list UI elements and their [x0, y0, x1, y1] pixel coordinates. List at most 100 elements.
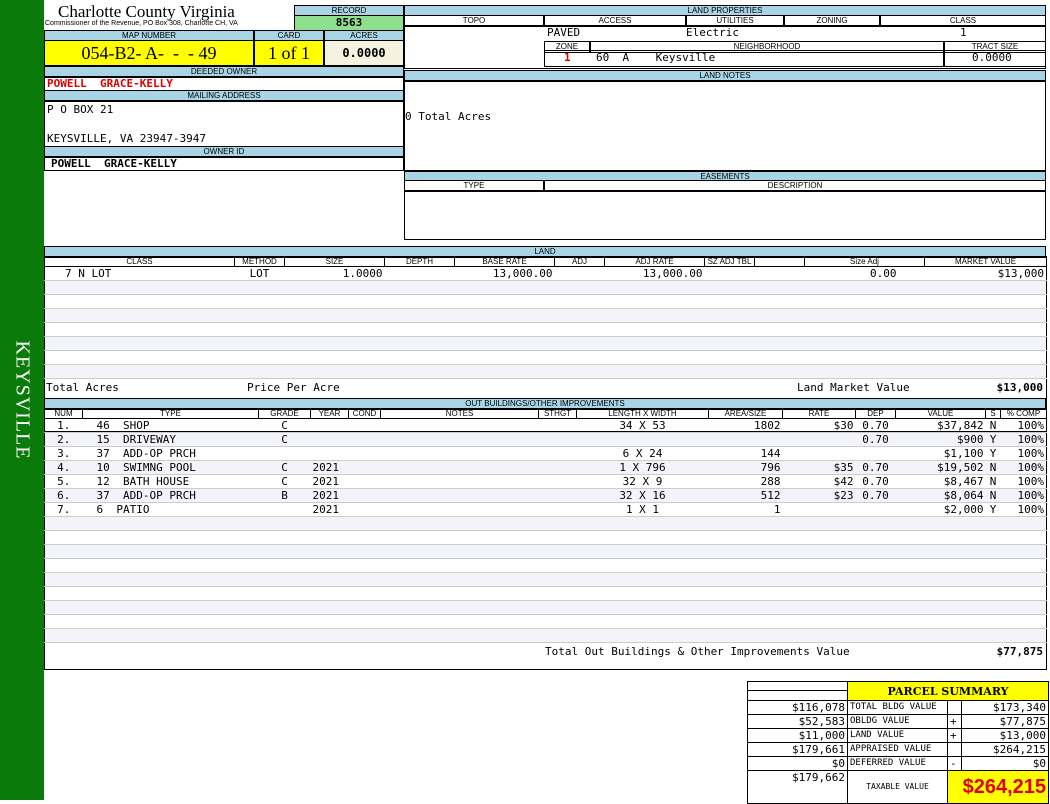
cell-rate: $30: [782, 418, 856, 433]
cell-num: 5.: [44, 474, 83, 489]
cell-s: N: [985, 460, 1001, 475]
summary-op: +: [947, 728, 962, 743]
cell-cond: [348, 460, 381, 475]
land-column-headers: CLASS METHOD SIZE DEPTH BASE RATE ADJ ADJ RATE…: [44, 256, 1047, 267]
land-row-empty: [44, 308, 1047, 323]
summary-row: $52,583 OBLDG VALUE + $77,875: [747, 714, 1050, 729]
outbuilding-row: 4. 10 SWIMNG POOL C 2021 1 X 796 796 $35 0.70 $1…: [44, 460, 1047, 475]
col-base-rate: BASE RATE: [454, 256, 555, 267]
parcel-summary: PARCEL SUMMARY $116,078 TOTAL BLDG VALUE $…: [747, 681, 1050, 804]
cell-rate: [782, 446, 856, 461]
zoning-label: ZONING: [784, 15, 880, 27]
cell-year: [310, 446, 349, 461]
cell: [384, 266, 455, 281]
cell: 13,000.00: [454, 266, 555, 281]
deeded-owner: POWELL GRACE-KELLY: [44, 76, 404, 91]
land-row-empty: [44, 364, 1047, 379]
cell-grade: B: [258, 488, 311, 503]
utilities-value: Electric: [686, 26, 739, 39]
cell-sthgt: [538, 432, 577, 447]
summary-value: $0: [960, 756, 1050, 771]
cell-pct-comp: 100%: [1000, 488, 1047, 503]
cell-type: 46 SHOP: [82, 418, 259, 433]
summary-prev: $116,078: [747, 700, 848, 715]
cell-grade: C: [258, 432, 311, 447]
cell-notes: [380, 488, 539, 503]
acres-value: 0.0000: [324, 40, 404, 66]
land-row-empty: [44, 336, 1047, 351]
mailing-address: P O BOX 21 KEYSVILLE, VA 23947-3947: [44, 100, 404, 147]
land-table: CLASS METHOD SIZE DEPTH BASE RATE ADJ ADJ RATE…: [44, 256, 1047, 432]
blank: [747, 690, 848, 701]
land-market-total: $13,000: [996, 381, 1043, 394]
cell-value: $900: [895, 432, 986, 447]
land-row-empty: [44, 350, 1047, 365]
col-length-x-width: LENGTH X WIDTH: [576, 408, 709, 419]
cell-year: [310, 432, 349, 447]
summary-prev: $179,661: [747, 742, 848, 757]
outbuilding-row-empty: [44, 628, 1047, 643]
easement-type-label: TYPE: [404, 180, 544, 192]
cell: 7 N LOT: [44, 266, 235, 281]
cell: [554, 266, 605, 281]
cell-type: 6 PATIO: [82, 502, 259, 517]
col-dep: DEP: [855, 408, 896, 419]
cell-sthgt: [538, 446, 577, 461]
outbuildings-table: NUM TYPE GRADE YEAR COND NOTES STHGT LENGTH X W…: [44, 408, 1047, 670]
land-notes-body: 0 Total Acres: [404, 80, 1046, 171]
tract-cell: [944, 50, 1046, 67]
cell-length-x-width: 1 X 796: [576, 460, 709, 475]
sidebar-label: KEYSVILLE: [11, 340, 34, 460]
col-market-value: MARKET VALUE: [924, 256, 1047, 267]
cell-area-size: 1: [708, 502, 783, 517]
address-line-2: KEYSVILLE, VA 23947-3947: [47, 132, 206, 145]
cell-grade: C: [258, 418, 311, 433]
cell-dep: 0.70: [855, 418, 896, 433]
land-row: 7 N LOT LOT 1.0000 13,000.00 13,000.00 0.00 $1…: [44, 266, 1047, 281]
zone-row: [544, 50, 944, 67]
outbuilding-row: 2. 15 DRIVEWAY C 0.70 $900 Y 100%: [44, 432, 1047, 447]
outbuilding-row: 1. 46 SHOP C 34 X 53 1802 $30 0.70 $37,842 N 100%: [44, 418, 1047, 433]
cell-dep: 0.70: [855, 432, 896, 447]
cell-length-x-width: 1 X 1: [576, 502, 709, 517]
summary-row: $0 DEFERRED VALUE - $0: [747, 756, 1050, 771]
cell-area-size: [708, 432, 783, 447]
deeded-owner-label: DEEDED OWNER: [44, 66, 404, 78]
col-size: SIZE: [284, 256, 385, 267]
cell-dep: 0.70: [855, 474, 896, 489]
cell-notes: [380, 432, 539, 447]
cell-s: N: [985, 474, 1001, 489]
cell-notes: [380, 474, 539, 489]
summary-label: DEFERRED VALUE: [847, 756, 948, 771]
cell-length-x-width: 32 X 16: [576, 488, 709, 503]
cell-notes: [380, 446, 539, 461]
summary-row: $116,078 TOTAL BLDG VALUE $173,340: [747, 700, 1050, 715]
summary-op: [947, 700, 962, 715]
cell-s: Y: [985, 502, 1001, 517]
cell-rate: [782, 502, 856, 517]
outbuilding-row-empty: [44, 572, 1047, 587]
cell-sthgt: [538, 488, 577, 503]
cell-pct-comp: 100%: [1000, 432, 1047, 447]
col-sz-adj-tbl: SZ ADJ TBL: [704, 256, 755, 267]
cell-value: $2,000: [895, 502, 986, 517]
col-year: YEAR: [310, 408, 349, 419]
cell-pct-comp: 100%: [1000, 460, 1047, 475]
cell-type: 12 BATH HOUSE: [82, 474, 259, 489]
land-market-value-label: Land Market Value: [797, 381, 910, 394]
cell-area-size: 144: [708, 446, 783, 461]
topo-label: TOPO: [404, 15, 544, 27]
summary-label: TOTAL BLDG VALUE: [847, 700, 948, 715]
map-number: 054-B2- A- - - 49: [44, 40, 254, 66]
cell: [754, 266, 805, 281]
cell-grade: C: [258, 474, 311, 489]
land-notes-title: LAND NOTES: [404, 70, 1046, 82]
owner-id: POWELL GRACE-KELLY: [44, 156, 404, 171]
address-line-1: P O BOX 21: [47, 103, 114, 116]
cell-grade: C: [258, 460, 311, 475]
taxable-row: $179,662 TAXABLE VALUE $264,215: [747, 770, 1050, 804]
col-adj: ADJ: [554, 256, 605, 267]
land-notes-text: 0 Total Acres: [405, 110, 492, 123]
taxable-label: TAXABLE VALUE: [847, 770, 948, 804]
tract-size-value: 0.0000: [972, 51, 1012, 64]
